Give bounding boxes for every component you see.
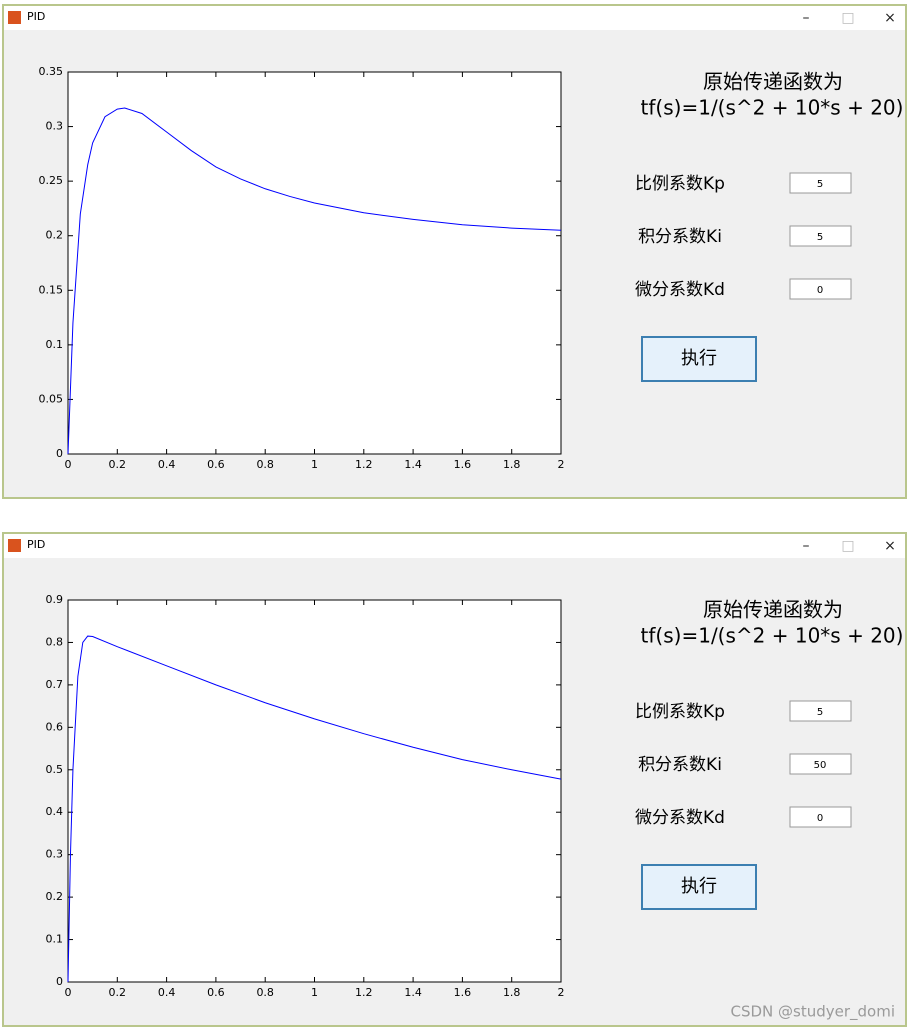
x-tick-label: 0.8	[256, 458, 274, 471]
y-tick-label: 0.05	[39, 392, 64, 405]
run-button-label: 执行	[681, 348, 717, 369]
x-tick-label: 1.6	[454, 458, 472, 471]
y-tick-label: 0.5	[46, 763, 64, 776]
field-label: 微分系数Kd	[635, 280, 725, 300]
watermark: CSDN @studyer_domi	[730, 1003, 895, 1022]
field-label: 微分系数Kd	[635, 808, 725, 828]
x-tick-label: 0.6	[207, 986, 225, 999]
field-value: 5	[817, 707, 823, 718]
x-tick-label: 0.2	[109, 986, 127, 999]
x-tick-label: 0.2	[109, 458, 127, 471]
field-input[interactable]	[789, 225, 852, 247]
field-input[interactable]	[789, 278, 852, 300]
y-tick-label: 0.8	[46, 635, 64, 648]
x-tick-label: 0.6	[207, 458, 225, 471]
window-control[interactable]: ×	[884, 538, 896, 554]
x-tick-label: 0.4	[158, 986, 176, 999]
response-line	[67, 635, 562, 983]
x-tick-label: 1.2	[355, 458, 373, 471]
window-control[interactable]: □	[841, 538, 854, 554]
window-control[interactable]: –	[803, 538, 810, 554]
field-label: 积分系数Ki	[638, 755, 722, 775]
y-tick-label: 0.7	[46, 678, 64, 691]
field-input[interactable]	[789, 172, 852, 194]
field-label: 比例系数Kp	[635, 702, 725, 722]
y-tick-label: 0.6	[46, 720, 64, 733]
window-control[interactable]: ×	[884, 10, 896, 26]
field-value: 0	[817, 285, 823, 296]
app-icon	[8, 11, 21, 24]
x-tick-label: 0.4	[158, 458, 176, 471]
field-value: 5	[817, 232, 823, 243]
y-tick-label: 0	[56, 975, 63, 988]
x-tick-label: 2	[558, 986, 565, 999]
y-tick-label: 0.4	[46, 805, 64, 818]
response-line	[67, 107, 562, 455]
x-tick-label: 1.8	[503, 986, 521, 999]
title-bar	[4, 6, 905, 30]
x-tick-label: 0.8	[256, 986, 274, 999]
y-tick-label: 0.2	[46, 229, 64, 242]
x-tick-label: 2	[558, 458, 565, 471]
x-tick-label: 1.2	[355, 986, 373, 999]
heading: 原始传递函数为	[703, 70, 843, 94]
heading: 原始传递函数为	[703, 598, 843, 622]
field-input[interactable]	[789, 806, 852, 828]
field-input[interactable]	[789, 753, 852, 775]
field-value: 0	[817, 813, 823, 824]
y-tick-label: 0.25	[39, 174, 64, 187]
x-tick-label: 1.8	[503, 458, 521, 471]
x-tick-label: 1.4	[404, 986, 422, 999]
field-value: 5	[817, 179, 823, 190]
window-title: PID	[27, 10, 45, 23]
y-tick-label: 0.1	[46, 933, 64, 946]
x-tick-label: 0	[65, 986, 72, 999]
y-tick-label: 0.3	[46, 120, 64, 133]
window-control[interactable]: –	[803, 10, 810, 26]
y-tick-label: 0.2	[46, 890, 64, 903]
plot-area	[67, 599, 562, 983]
x-tick-label: 1.4	[404, 458, 422, 471]
y-tick-label: 0.3	[46, 848, 64, 861]
x-tick-label: 1.6	[454, 986, 472, 999]
title-bar	[4, 534, 905, 558]
transfer-function: tf(s)=1/(s^2 + 10*s + 20)	[641, 624, 904, 648]
x-tick-label: 1	[311, 986, 318, 999]
y-tick-label: 0	[56, 447, 63, 460]
field-label: 积分系数Ki	[638, 227, 722, 247]
window-control[interactable]: □	[841, 10, 854, 26]
y-tick-label: 0.35	[39, 65, 64, 78]
run-button-label: 执行	[681, 876, 717, 897]
window-title: PID	[27, 538, 45, 551]
y-tick-label: 0.15	[39, 283, 64, 296]
app-icon	[8, 539, 21, 552]
y-tick-label: 0.9	[46, 593, 64, 606]
transfer-function: tf(s)=1/(s^2 + 10*s + 20)	[641, 96, 904, 120]
field-value: 50	[814, 760, 827, 771]
field-label: 比例系数Kp	[635, 174, 725, 194]
plot-area	[67, 71, 562, 455]
x-tick-label: 1	[311, 458, 318, 471]
run-button[interactable]	[641, 336, 757, 382]
field-input[interactable]	[789, 700, 852, 722]
run-button[interactable]	[641, 864, 757, 910]
y-tick-label: 0.1	[46, 338, 64, 351]
x-tick-label: 0	[65, 458, 72, 471]
